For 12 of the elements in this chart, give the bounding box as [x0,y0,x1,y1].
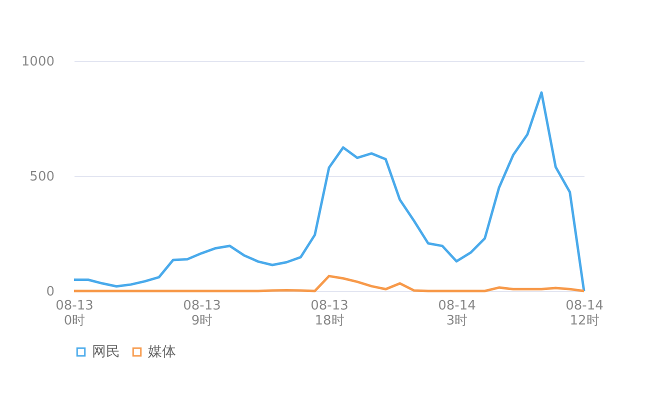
y-tick-label: 1000 [21,54,54,70]
line-series [72,91,586,292]
x-tick-label: 08-13 9时 [183,298,221,328]
y-tick-label: 0 [46,284,54,300]
x-tick-label: 08-13 0时 [56,298,94,328]
y-tick-label: 500 [30,170,54,184]
x-tick-label: 08-14 12时 [566,298,604,328]
x-tick-label: 08-14 3时 [438,298,476,328]
line-series [72,274,586,292]
legend-label: 网民 [92,344,120,360]
x-tick-label: 08-13 18时 [310,298,348,328]
legend-label: 媒体 [148,344,176,360]
